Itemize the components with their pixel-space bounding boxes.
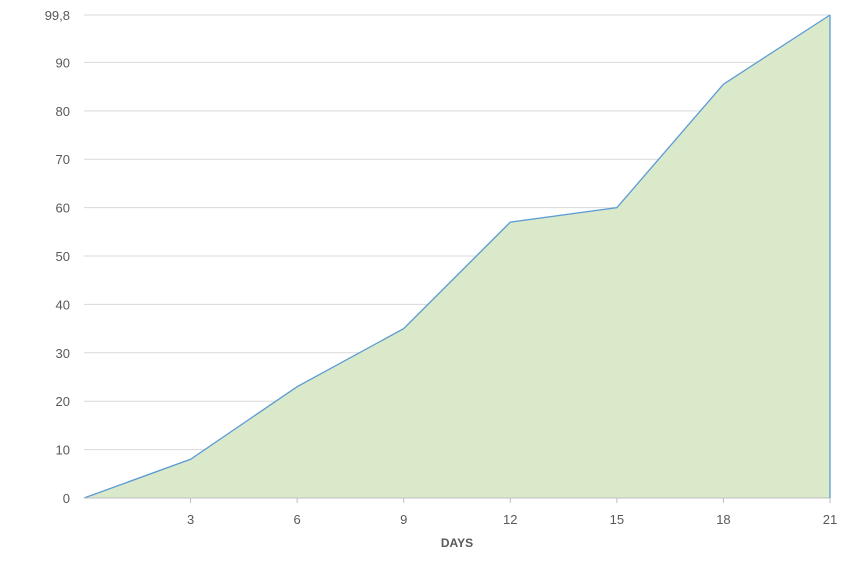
y-tick-label: 90 [56, 55, 70, 70]
x-tick-label: 12 [503, 512, 517, 527]
y-tick-label: 50 [56, 249, 70, 264]
y-tick-label: 99,8 [45, 8, 70, 23]
y-tick-label: 20 [56, 394, 70, 409]
x-tick-label: 9 [400, 512, 407, 527]
x-tick-label: 3 [187, 512, 194, 527]
y-tick-label: 0 [63, 491, 70, 506]
x-tick-labels: 3 6 9 12 15 18 21 [187, 498, 837, 527]
y-tick-label: 30 [56, 346, 70, 361]
x-axis-label: DAYS [441, 536, 473, 550]
gridlines [84, 14, 830, 451]
y-tick-label: 80 [56, 104, 70, 119]
area-fill [84, 15, 830, 498]
y-tick-label: 60 [56, 201, 70, 216]
x-tick-label: 15 [610, 512, 624, 527]
y-tick-labels: 0 10 20 30 40 50 60 70 80 90 99,8 [45, 8, 70, 506]
x-tick-label: 21 [823, 512, 837, 527]
series-line [83, 14, 831, 499]
x-tick-label: 6 [294, 512, 301, 527]
y-tick-label: 10 [56, 443, 70, 458]
y-tick-label: 70 [56, 152, 70, 167]
y-tick-label: 40 [56, 297, 70, 312]
x-tick-label: 18 [716, 512, 730, 527]
